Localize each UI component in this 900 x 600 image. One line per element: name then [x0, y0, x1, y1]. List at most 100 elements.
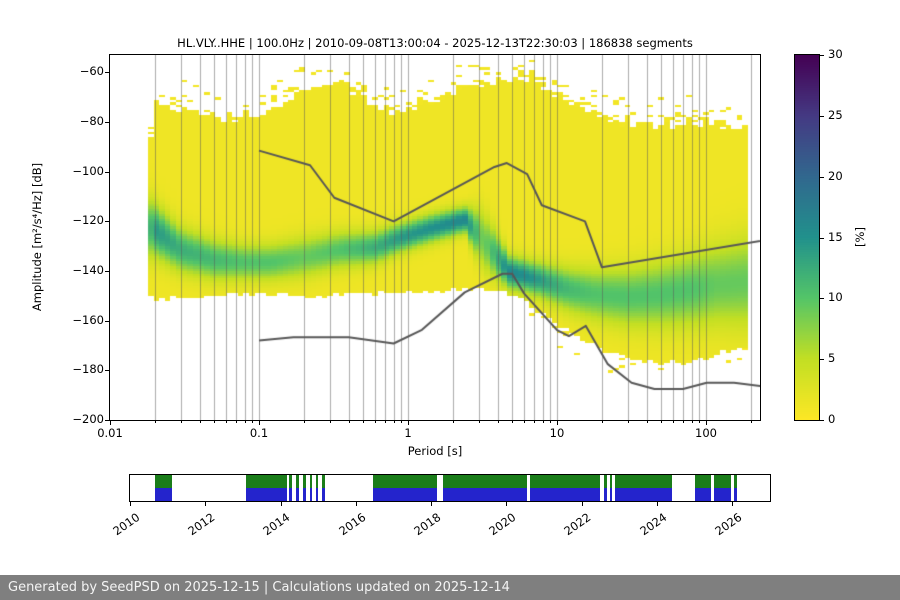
timeline-green-segment	[372, 475, 437, 488]
colorbar-border	[794, 54, 820, 421]
timeline-green-segment	[442, 475, 527, 488]
x-minor-tick-mark	[304, 421, 305, 423]
colorbar-tick-mark	[820, 115, 824, 117]
timeline-coverage-bar	[129, 474, 771, 502]
year-tick-mark	[506, 502, 507, 506]
timeline-green-segment	[296, 475, 300, 488]
timeline-blue-segment	[733, 488, 737, 501]
x-minor-tick-mark	[479, 421, 480, 423]
timeline-green-segment	[529, 475, 600, 488]
x-minor-tick-mark	[214, 421, 215, 423]
y-tick-mark	[105, 171, 109, 173]
x-tick-label: 10	[549, 426, 565, 440]
y-axis-label: Amplitude [m²/s⁴/Hz] [dB]	[30, 162, 44, 312]
colorbar-tick-label: 30	[828, 47, 843, 61]
y-tick-mark	[105, 320, 109, 322]
year-tick-label: 2026	[712, 510, 745, 539]
timeline-green-segment	[694, 475, 711, 488]
year-tick-mark	[205, 502, 206, 506]
timeline-green-segment	[610, 475, 612, 488]
chart-title: HL.VLY..HHE | 100.0Hz | 2010-09-08T13:00…	[177, 36, 693, 50]
ppsd-histogram-canvas	[110, 55, 760, 420]
timeline-blue-segment	[529, 488, 600, 501]
year-tick-label: 2012	[185, 510, 218, 539]
x-minor-tick-mark	[200, 421, 201, 423]
x-minor-tick-mark	[683, 421, 684, 423]
x-minor-tick-mark	[401, 421, 402, 423]
colorbar-tick-label: 10	[828, 290, 843, 305]
x-minor-tick-mark	[453, 421, 454, 423]
x-tick-label: 0.01	[97, 426, 123, 440]
x-minor-tick-mark	[181, 421, 182, 423]
timeline-blue-segment	[372, 488, 437, 501]
y-tick-mark	[105, 72, 109, 74]
y-tick-label: −180	[72, 362, 104, 377]
x-tick-mark	[259, 421, 260, 425]
y-tick-label: −60	[79, 64, 104, 79]
colorbar-tick-mark	[820, 420, 824, 421]
x-minor-tick-mark	[673, 421, 674, 423]
timeline-blue-segment	[303, 488, 306, 501]
year-tick-mark	[356, 502, 357, 506]
year-tick-mark	[657, 502, 658, 506]
y-tick-label: −100	[72, 163, 104, 178]
year-tick-mark	[130, 502, 131, 506]
footer-bar: Generated by SeedPSD on 2025-12-15 | Cal…	[0, 575, 900, 600]
x-tick-mark	[706, 421, 707, 425]
timeline-blue-segment	[154, 488, 173, 501]
x-minor-tick-mark	[543, 421, 544, 423]
year-tick-label: 2018	[411, 510, 444, 539]
timeline-blue-segment	[322, 488, 325, 501]
timeline-green-segment	[309, 475, 312, 488]
y-tick-label: −120	[72, 213, 104, 228]
x-minor-tick-mark	[647, 421, 648, 423]
x-tick-label: 0.1	[249, 426, 269, 440]
year-tick-label: 2014	[260, 510, 293, 539]
x-minor-tick-mark	[512, 421, 513, 423]
timeline-blue-segment	[309, 488, 312, 501]
year-tick-label: 2010	[110, 510, 143, 539]
x-axis-label: Period [s]	[407, 444, 463, 458]
x-minor-tick-mark	[699, 421, 700, 423]
x-minor-tick-mark	[524, 421, 525, 423]
colorbar-tick-mark	[820, 237, 824, 239]
y-tick-mark	[105, 122, 109, 124]
year-tick-label: 2016	[335, 510, 368, 539]
x-minor-tick-mark	[245, 421, 246, 423]
timeline-green-segment	[603, 475, 607, 488]
y-tick-label: −160	[72, 312, 104, 327]
x-tick-label: 1	[404, 426, 412, 440]
colorbar-tick-label: 25	[828, 107, 843, 122]
x-minor-tick-mark	[226, 421, 227, 423]
y-tick-label: −200	[72, 412, 104, 426]
x-minor-tick-mark	[394, 421, 395, 423]
timeline-green-segment	[315, 475, 318, 488]
colorbar-tick-label: 15	[828, 229, 843, 244]
year-tick-label: 2024	[637, 510, 670, 539]
x-tick-mark	[408, 421, 409, 425]
y-tick-mark	[105, 370, 109, 372]
timeline-green-segment	[154, 475, 173, 488]
y-tick-mark	[105, 221, 109, 223]
timeline-green-segment	[245, 475, 287, 488]
x-minor-tick-mark	[236, 421, 237, 423]
x-minor-tick-mark	[628, 421, 629, 423]
timeline-blue-segment	[315, 488, 318, 501]
year-tick-label: 2020	[486, 510, 519, 539]
y-tick-label: −80	[79, 114, 104, 129]
y-tick-mark	[105, 271, 109, 273]
x-minor-tick-mark	[349, 421, 350, 423]
colorbar-canvas	[795, 55, 819, 420]
x-minor-tick-mark	[155, 421, 156, 423]
timeline-blue-segment	[296, 488, 300, 501]
x-minor-tick-mark	[661, 421, 662, 423]
x-minor-tick-mark	[692, 421, 693, 423]
y-tick-label: −140	[72, 263, 104, 278]
colorbar-tick-label: 20	[828, 168, 843, 183]
y-tick-mark	[105, 420, 109, 421]
timeline-green-segment	[614, 475, 672, 488]
timeline-green-segment	[303, 475, 306, 488]
x-tick-mark	[110, 421, 111, 425]
timeline-blue-segment	[288, 488, 292, 501]
